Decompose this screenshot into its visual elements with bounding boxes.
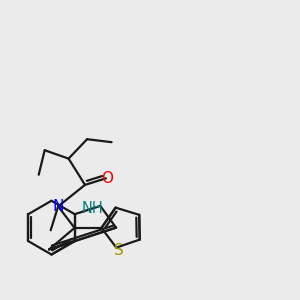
Text: NH: NH <box>82 201 104 216</box>
Text: N: N <box>52 199 64 214</box>
Text: S: S <box>114 243 124 258</box>
Text: O: O <box>101 171 113 186</box>
